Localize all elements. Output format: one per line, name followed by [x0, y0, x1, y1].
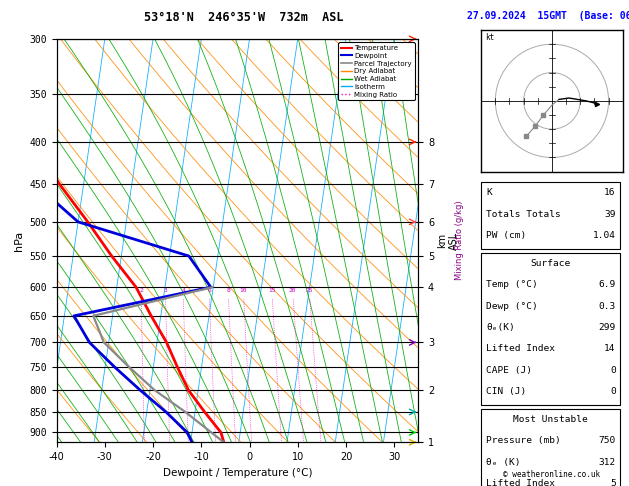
Text: θₑ (K): θₑ (K) [486, 458, 521, 467]
Text: 10: 10 [240, 288, 247, 293]
Text: CAPE (J): CAPE (J) [486, 366, 532, 375]
Text: 1.04: 1.04 [593, 231, 616, 240]
Text: 6.9: 6.9 [599, 280, 616, 289]
Text: Pressure (mb): Pressure (mb) [486, 436, 561, 445]
Text: 8: 8 [226, 288, 230, 293]
Text: 3: 3 [164, 288, 167, 293]
Text: LCL: LCL [483, 395, 499, 403]
Y-axis label: km
ASL: km ASL [437, 231, 459, 250]
Text: 15: 15 [268, 288, 276, 293]
Text: 25: 25 [306, 288, 313, 293]
Y-axis label: hPa: hPa [14, 230, 24, 251]
Text: 2: 2 [139, 288, 143, 293]
Legend: Temperature, Dewpoint, Parcel Trajectory, Dry Adiabat, Wet Adiabat, Isotherm, Mi: Temperature, Dewpoint, Parcel Trajectory… [338, 42, 415, 100]
Text: Surface: Surface [530, 259, 571, 268]
Text: Lifted Index: Lifted Index [486, 345, 555, 353]
Text: Lifted Index: Lifted Index [486, 479, 555, 486]
Text: 16: 16 [604, 189, 616, 197]
Text: Mixing Ratio (g/kg): Mixing Ratio (g/kg) [455, 201, 464, 280]
Text: kt: kt [486, 33, 494, 42]
Text: Totals Totals: Totals Totals [486, 210, 561, 219]
Text: 4: 4 [181, 288, 185, 293]
Text: PW (cm): PW (cm) [486, 231, 526, 240]
Text: 0: 0 [610, 366, 616, 375]
Text: 312: 312 [599, 458, 616, 467]
Text: Temp (°C): Temp (°C) [486, 280, 538, 289]
Text: 6: 6 [207, 288, 211, 293]
X-axis label: Dewpoint / Temperature (°C): Dewpoint / Temperature (°C) [163, 468, 312, 478]
Text: 53°18'N  246°35'W  732m  ASL: 53°18'N 246°35'W 732m ASL [144, 11, 343, 23]
Text: CIN (J): CIN (J) [486, 387, 526, 396]
Text: K: K [486, 189, 492, 197]
Text: 750: 750 [599, 436, 616, 445]
Text: 39: 39 [604, 210, 616, 219]
Text: 20: 20 [289, 288, 296, 293]
Text: Dewp (°C): Dewp (°C) [486, 302, 538, 311]
Text: Most Unstable: Most Unstable [513, 415, 587, 424]
Text: θₑ(K): θₑ(K) [486, 323, 515, 332]
Text: © weatheronline.co.uk: © weatheronline.co.uk [503, 469, 601, 479]
Text: 299: 299 [599, 323, 616, 332]
Text: 14: 14 [604, 345, 616, 353]
Text: 27.09.2024  15GMT  (Base: 06): 27.09.2024 15GMT (Base: 06) [467, 11, 629, 20]
Text: 5: 5 [610, 479, 616, 486]
Text: 0.3: 0.3 [599, 302, 616, 311]
Text: 0: 0 [610, 387, 616, 396]
